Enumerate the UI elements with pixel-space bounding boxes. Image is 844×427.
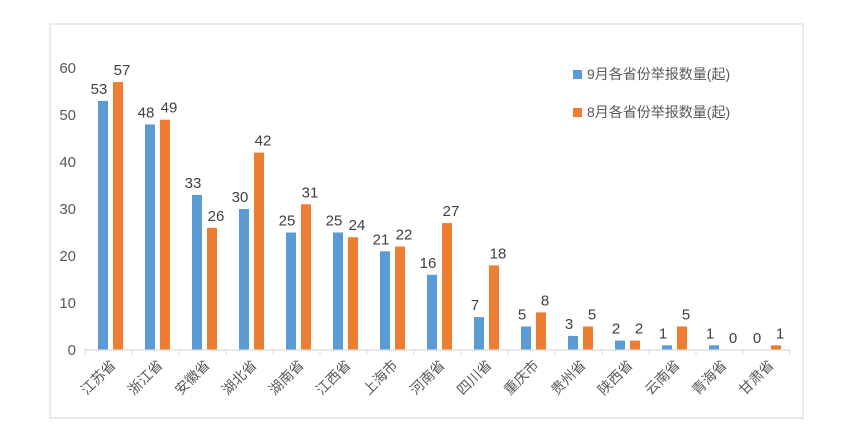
bar-aug <box>771 345 781 350</box>
legend-swatch <box>573 108 582 117</box>
data-label: 8 <box>541 292 549 309</box>
bar-sep <box>474 317 484 350</box>
data-label: 25 <box>326 213 343 230</box>
data-label: 31 <box>302 184 319 201</box>
legend-swatch <box>573 70 582 79</box>
data-label: 49 <box>161 100 178 117</box>
data-label: 33 <box>185 175 202 192</box>
bar-sep <box>98 100 108 351</box>
bar-sep <box>380 251 390 350</box>
bar-sep <box>427 274 437 350</box>
data-label: 22 <box>396 227 413 244</box>
data-label: 25 <box>279 213 296 230</box>
y-tick-label: 50 <box>59 107 76 124</box>
bar-aug <box>395 246 405 350</box>
data-label: 2 <box>635 321 643 338</box>
data-label: 5 <box>682 307 690 324</box>
data-label: 1 <box>659 325 667 342</box>
bar-aug <box>254 152 264 350</box>
bar-aug <box>301 204 311 350</box>
y-tick-label: 0 <box>68 342 76 359</box>
data-label: 0 <box>729 330 737 347</box>
data-label: 0 <box>753 330 761 347</box>
bar-sep <box>615 340 625 350</box>
bar-sep <box>286 232 296 350</box>
bar-sep <box>568 335 578 350</box>
data-label: 21 <box>373 231 390 248</box>
bar-sep <box>521 326 531 350</box>
bar-aug <box>630 340 640 350</box>
bar-sep <box>333 232 343 350</box>
data-label: 2 <box>612 321 620 338</box>
data-label: 30 <box>232 189 249 206</box>
bar-aug <box>489 265 499 350</box>
chart-frame <box>49 23 804 419</box>
bar-aug <box>160 119 170 350</box>
bar-sep <box>239 209 249 350</box>
data-label: 16 <box>420 255 437 272</box>
data-label: 27 <box>443 203 460 220</box>
data-label: 42 <box>255 133 272 150</box>
y-tick-label: 10 <box>59 295 76 312</box>
legend-label: 8月各省份举报数量(起) <box>587 104 730 120</box>
bar-aug <box>207 227 217 350</box>
bar-aug <box>442 223 452 350</box>
y-tick-label: 40 <box>59 154 76 171</box>
bar-aug <box>348 237 358 350</box>
data-label: 24 <box>349 217 366 234</box>
data-label: 5 <box>588 307 596 324</box>
data-label: 1 <box>776 325 784 342</box>
bar-sep <box>662 345 672 350</box>
data-label: 57 <box>114 62 131 79</box>
y-tick-label: 30 <box>59 201 76 218</box>
data-label: 7 <box>471 297 479 314</box>
data-label: 5 <box>518 307 526 324</box>
data-label: 53 <box>91 81 108 98</box>
bar-aug <box>677 326 687 350</box>
data-label: 1 <box>706 325 714 342</box>
legend-label: 9月各省份举报数量(起) <box>587 66 730 82</box>
bar-aug <box>583 326 593 350</box>
bar-sep <box>709 345 719 350</box>
data-label: 18 <box>490 245 507 262</box>
data-label: 26 <box>208 208 225 225</box>
bar-aug <box>113 82 123 350</box>
data-label: 3 <box>565 316 573 333</box>
data-label: 48 <box>138 104 155 121</box>
bar-sep <box>145 124 155 351</box>
bar-sep <box>192 194 202 350</box>
y-tick-label: 20 <box>59 248 76 265</box>
bar-aug <box>536 312 546 350</box>
y-tick-label: 60 <box>59 60 76 77</box>
